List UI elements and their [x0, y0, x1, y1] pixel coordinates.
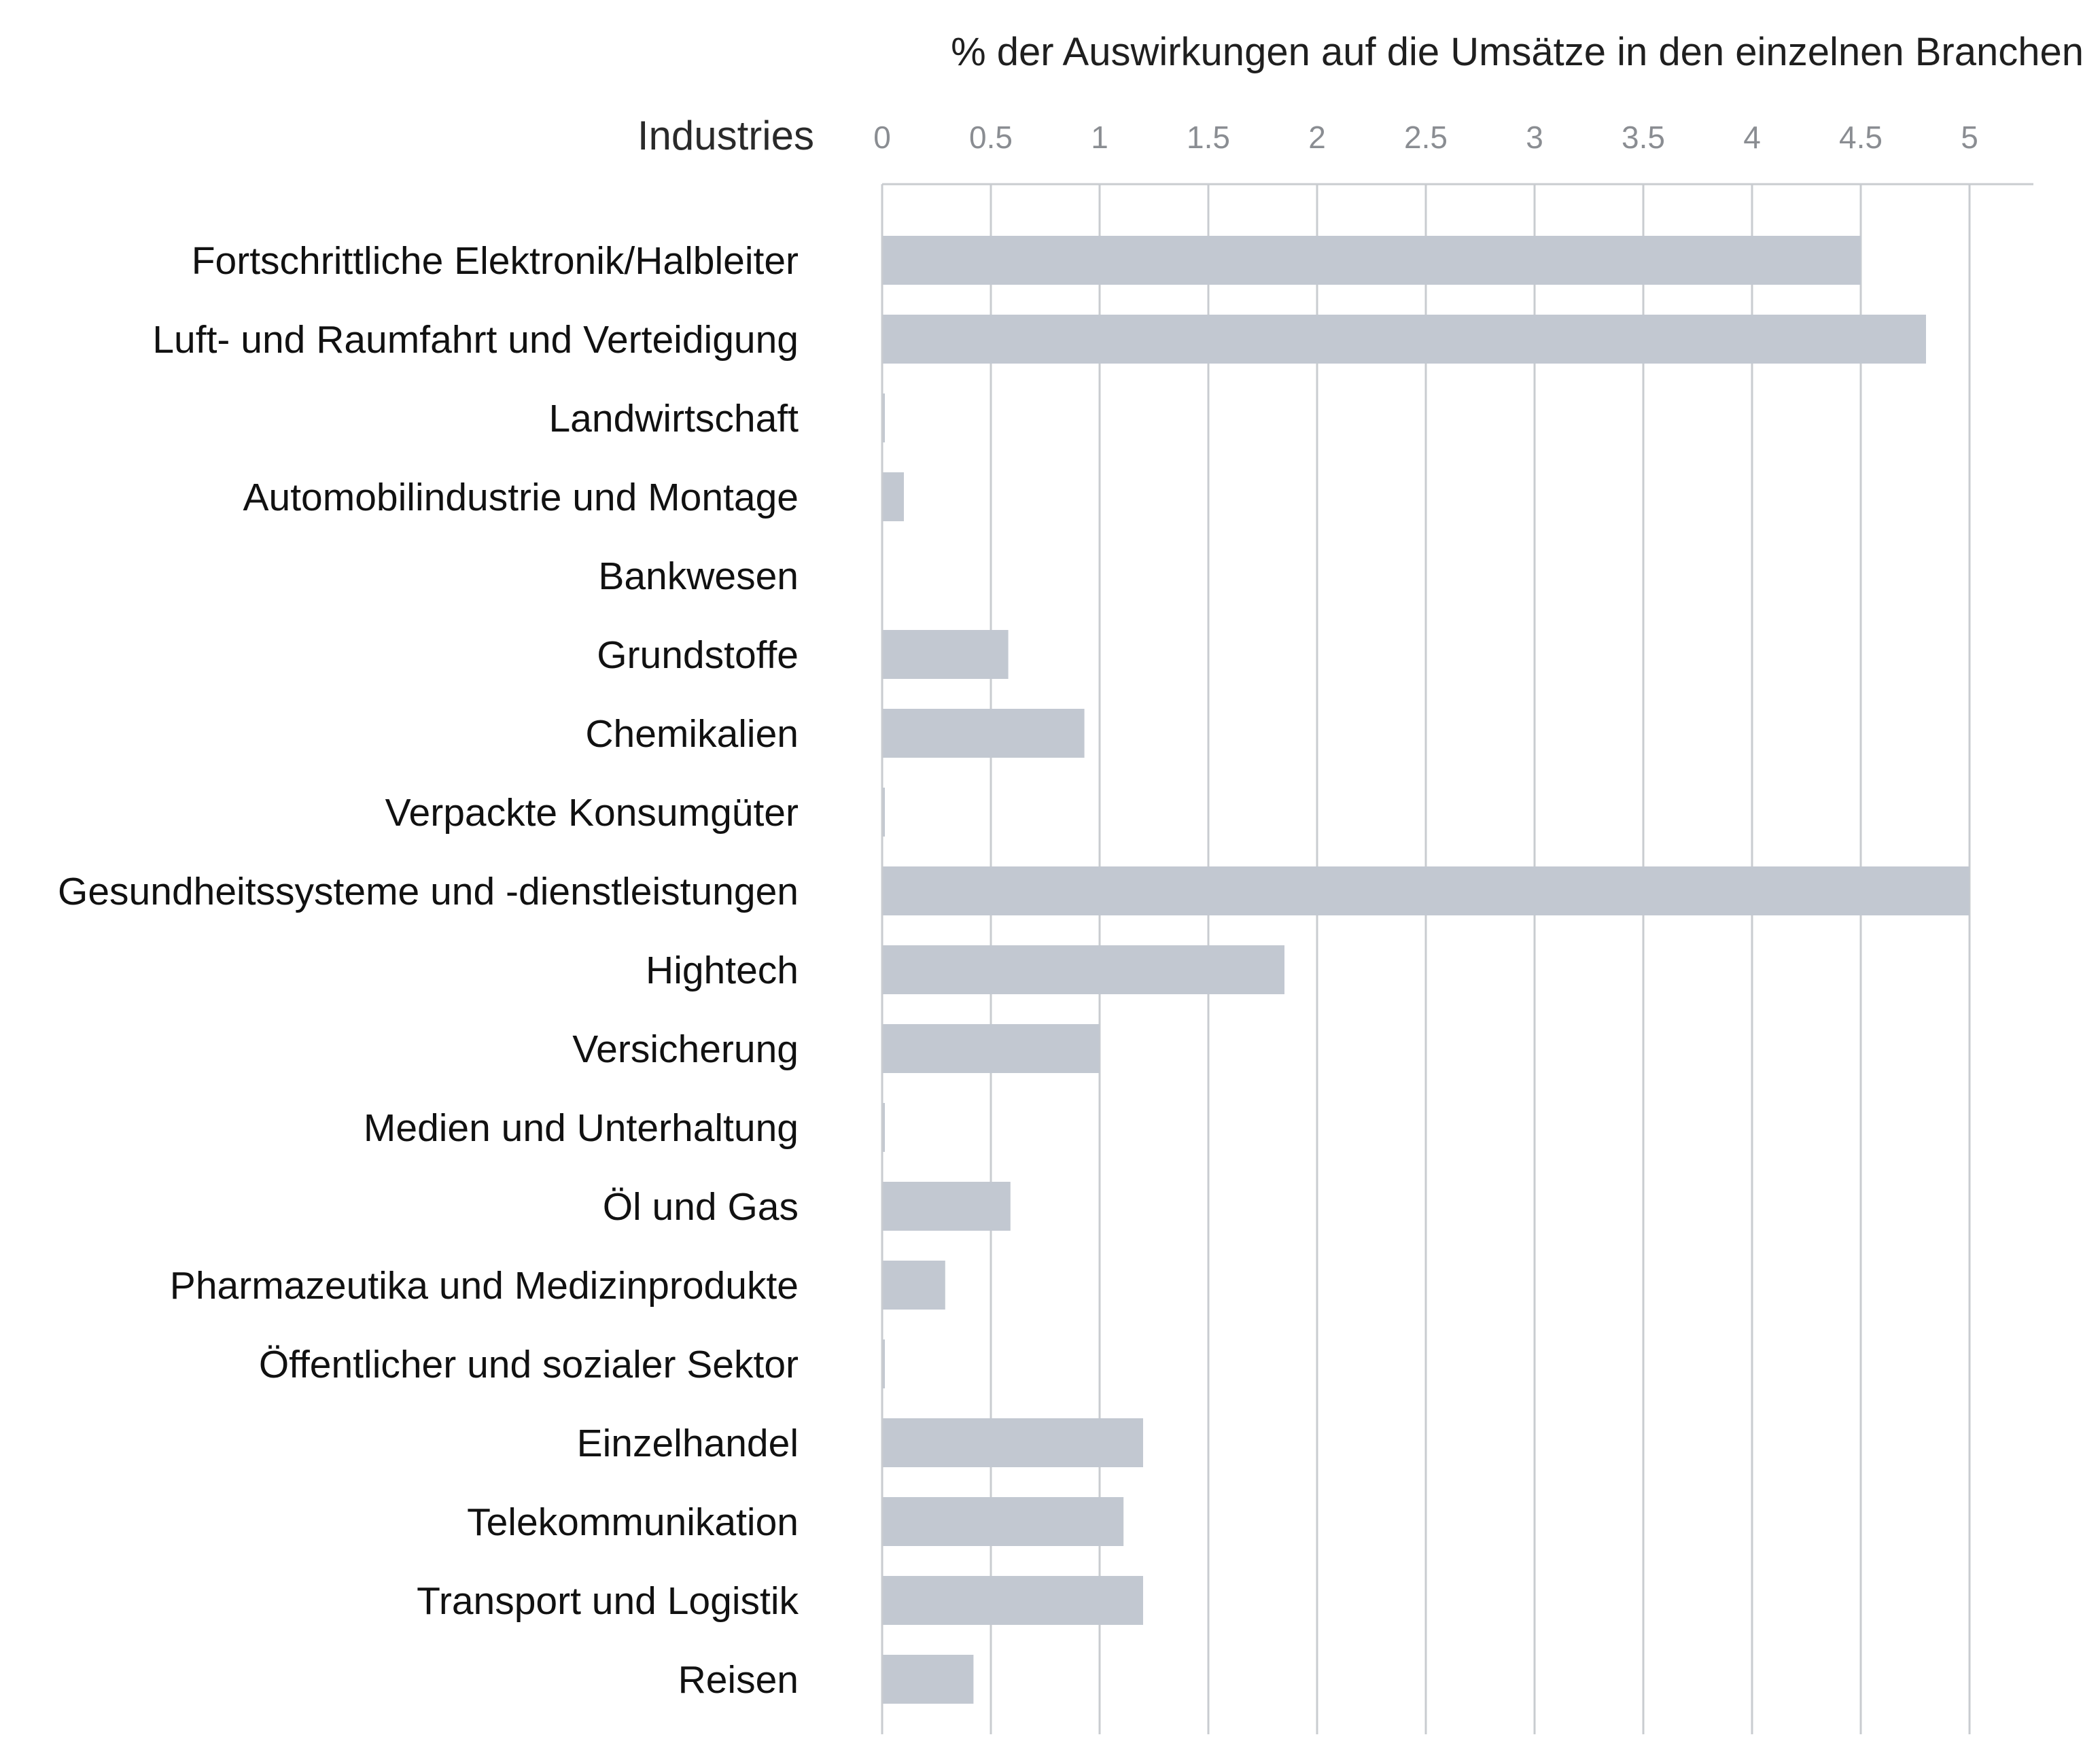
- x-axis-ticks: 0 0.5 1 1.5 2 2.5 3 3.5 4 4.5 5: [873, 120, 1978, 155]
- category-label: Versicherung: [572, 1028, 799, 1071]
- x-tick-label: 2.5: [1404, 120, 1448, 155]
- category-label: Gesundheitssysteme und -dienstleistungen: [58, 870, 799, 913]
- category-label: Grundstoffe: [597, 633, 799, 677]
- bar: [882, 236, 1861, 285]
- x-tick-label: 5: [1961, 120, 1978, 155]
- bar: [882, 788, 885, 837]
- bars: [882, 236, 1970, 1704]
- category-label: Luft- und Raumfahrt und Verteidigung: [152, 318, 799, 362]
- bar: [882, 1655, 974, 1704]
- bar: [882, 1497, 1124, 1546]
- x-tick-label: 1: [1091, 120, 1108, 155]
- category-label: Reisen: [678, 1658, 799, 1702]
- category-label: Hightech: [646, 949, 799, 992]
- x-tick-label: 4.5: [1839, 120, 1883, 155]
- bar: [882, 1261, 945, 1310]
- gridlines: [990, 184, 1971, 1734]
- x-tick-label: 3.5: [1622, 120, 1665, 155]
- bar: [882, 1182, 1011, 1231]
- category-label: Transport und Logistik: [417, 1579, 799, 1623]
- x-tick-label: 3: [1526, 120, 1543, 155]
- category-label: Einzelhandel: [577, 1422, 799, 1465]
- bar: [882, 472, 904, 521]
- bar: [882, 1339, 885, 1388]
- bar: [882, 1576, 1143, 1625]
- bar: [882, 315, 1926, 364]
- bar: [882, 1103, 885, 1152]
- bar: [882, 393, 885, 442]
- x-tick-label: 0: [873, 120, 891, 155]
- category-label: Verpackte Konsumgüter: [385, 791, 799, 835]
- category-labels: Fortschrittliche Elektronik/Halbleiter Lu…: [58, 239, 799, 1702]
- bar: [882, 630, 1009, 679]
- category-axis-title: Industries: [637, 113, 814, 158]
- chart-title: % der Auswirkungen auf die Umsätze in de…: [951, 30, 2084, 74]
- category-label: Öl und Gas: [603, 1185, 799, 1229]
- x-tick-label: 4: [1743, 120, 1761, 155]
- x-tick-label: 2: [1308, 120, 1326, 155]
- category-label: Telekommunikation: [467, 1501, 799, 1544]
- category-label: Landwirtschaft: [548, 397, 799, 440]
- bar: [882, 866, 1970, 915]
- bar: [882, 945, 1284, 994]
- category-label: Pharmazeutika und Medizinprodukte: [170, 1264, 799, 1308]
- bar: [882, 1418, 1143, 1467]
- category-label: Automobilindustrie und Montage: [243, 476, 799, 519]
- category-label: Öffentlicher und sozialer Sektor: [259, 1343, 799, 1386]
- bar: [882, 709, 1085, 758]
- category-label: Bankwesen: [598, 555, 799, 598]
- bar: [882, 1024, 1100, 1073]
- category-label: Chemikalien: [585, 712, 799, 756]
- category-label: Fortschrittliche Elektronik/Halbleiter: [192, 239, 799, 283]
- x-tick-label: 0.5: [969, 120, 1013, 155]
- category-label: Medien und Unterhaltung: [364, 1106, 799, 1150]
- x-tick-label: 1.5: [1187, 120, 1230, 155]
